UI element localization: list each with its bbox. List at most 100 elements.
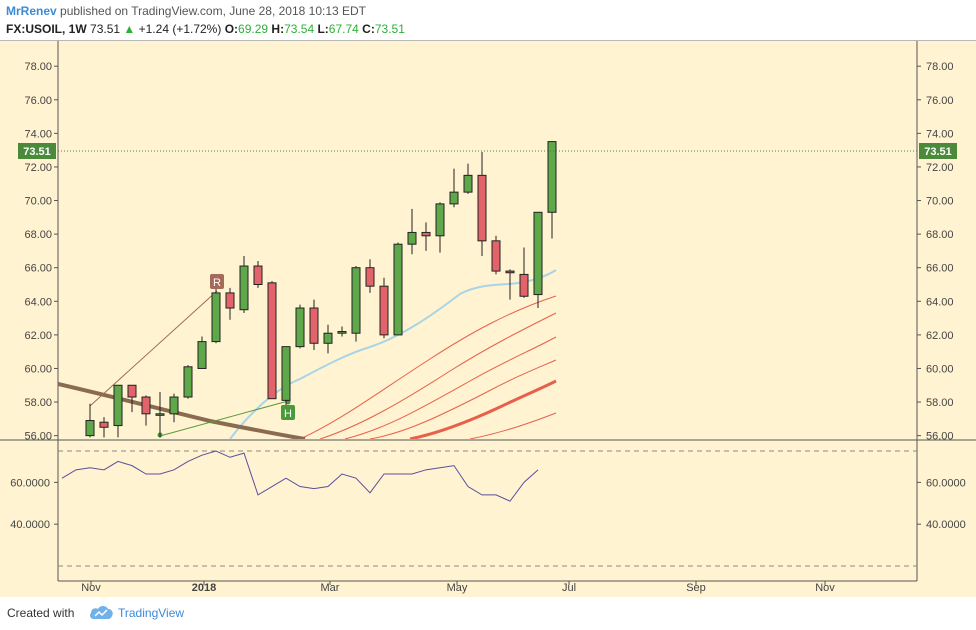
price-badge-left-text: 73.51: [23, 146, 51, 158]
chart-svg[interactable]: 78.00 78.00 76.00 76.00 74.00 74.00 72.00 72.00…: [0, 41, 976, 597]
y-tick-label-left: 60.00: [24, 363, 52, 375]
chart-header: MrRenev published on TradingView.com, Ju…: [0, 0, 976, 40]
x-tick-label: Mar: [321, 582, 340, 594]
y-tick-label-right: 66.00: [926, 263, 954, 275]
low-value: 67.74: [328, 22, 359, 36]
indicator-tick-label-right: 40.0000: [926, 519, 966, 531]
close-value: 73.51: [374, 22, 405, 36]
y-tick-label-left: 74.00: [24, 128, 52, 140]
y-tick-label-left: 58.00: [24, 397, 52, 409]
y-tick-label-right: 76.00: [926, 95, 954, 107]
x-tick-label: Jul: [562, 582, 576, 594]
y-tick-label-right: 62.00: [926, 330, 954, 342]
candle-bear: [309, 307, 319, 344]
candle-bear: [491, 240, 501, 272]
y-tick-label-left: 78.00: [24, 61, 52, 73]
y-tick-label-right: 78.00: [926, 61, 954, 73]
footer: Created with TradingView: [0, 597, 976, 630]
candle-bull: [155, 413, 165, 416]
candle-bull: [463, 174, 473, 193]
candle-bull: [337, 331, 347, 334]
tradingview-brand-link[interactable]: TradingView: [118, 606, 185, 620]
candle-bull: [435, 203, 445, 237]
candle-bull: [295, 307, 305, 348]
candle-bull: [169, 396, 179, 415]
price-badge-left: [18, 143, 56, 159]
ma-ribbon-1: [299, 295, 557, 439]
y-tick-label-right: 74.00: [926, 128, 954, 140]
candle-bull: [407, 231, 417, 245]
x-tick-label: Nov: [81, 582, 101, 594]
ohlc-legend: FX:USOIL, 1W 73.51 ▲ +1.24 (+1.72%) O:69…: [6, 22, 405, 36]
up-arrow-icon: ▲: [123, 22, 136, 36]
author-link[interactable]: MrRenev: [6, 4, 57, 18]
open-label: O:: [224, 22, 239, 36]
candle-bull: [239, 265, 249, 311]
candle-bear: [127, 384, 137, 398]
symbol-label[interactable]: FX:USOIL, 1W: [6, 22, 87, 36]
candle-bear: [225, 292, 235, 309]
y-tick-label-left: 56.00: [24, 431, 52, 443]
pattern-line-h: [159, 400, 289, 437]
candle-bull: [197, 341, 207, 369]
y-tick-label-left: 72.00: [24, 162, 52, 174]
candle-bear: [365, 267, 375, 287]
created-with-label: Created with: [7, 606, 75, 620]
y-tick-label-left: 62.00: [24, 330, 52, 342]
publish-text: published on TradingView.com, June 28, 2…: [60, 4, 367, 18]
candle-bear: [477, 174, 487, 242]
candle-bear: [99, 421, 109, 428]
candle-bull: [393, 243, 403, 336]
y-tick-label-right: 68.00: [926, 229, 954, 241]
price-badge-right: [919, 143, 957, 159]
candle-bear: [267, 282, 277, 400]
tradingview-cloud-icon: [90, 606, 113, 619]
marker-h-text: H: [284, 408, 292, 420]
indicator-line: [61, 450, 539, 502]
price-change: +1.24 (+1.72%): [138, 22, 222, 36]
candle-bull: [113, 384, 123, 427]
marker-r-text: R: [213, 277, 221, 289]
y-tick-label-left: 70.00: [24, 196, 52, 208]
candle-bull: [323, 332, 333, 344]
ma-brown: [58, 382, 306, 439]
candle-bear: [505, 270, 515, 274]
marker-h-badge[interactable]: [281, 405, 295, 420]
open-value: 69.29: [238, 22, 269, 36]
high-label: H:: [271, 22, 285, 36]
candle-bear: [421, 231, 431, 237]
y-tick-label-left: 68.00: [24, 229, 52, 241]
candle-bull: [449, 191, 459, 205]
ma-ribbon-thick: [409, 379, 557, 439]
y-tick-label-right: 56.00: [926, 431, 954, 443]
candle-bull: [211, 292, 221, 343]
chart-area[interactable]: 78.00 78.00 76.00 76.00 74.00 74.00 72.00 72.00…: [0, 40, 976, 598]
indicator-tick-label-left: 60.0000: [10, 477, 50, 489]
publish-info: MrRenev published on TradingView.com, Ju…: [6, 4, 366, 18]
marker-r-badge[interactable]: [210, 274, 224, 289]
candle-bull: [85, 420, 95, 437]
x-tick-label: Sep: [686, 582, 706, 594]
candle-bear: [141, 396, 151, 415]
x-tick-label: 2018: [192, 582, 216, 594]
close-label: C:: [362, 22, 375, 36]
candle-bear: [253, 265, 263, 286]
y-tick-label-right: 70.00: [926, 196, 954, 208]
ma-ribbon-2: [319, 312, 557, 439]
candle-bull: [533, 211, 543, 296]
candle-bull: [281, 346, 291, 401]
ma-ribbon-4: [369, 359, 557, 439]
y-tick-label-left: 64.00: [24, 296, 52, 308]
high-value: 73.54: [284, 22, 315, 36]
pattern-line-r: [89, 290, 218, 407]
last-price: 73.51: [90, 22, 121, 36]
candle-bull: [547, 141, 557, 213]
ma-light-blue: [229, 269, 557, 439]
y-tick-label-left: 76.00: [24, 95, 52, 107]
candle-bear: [519, 273, 529, 297]
indicator-tick-label-left: 40.0000: [10, 519, 50, 531]
y-tick-label-right: 60.00: [926, 363, 954, 375]
candle-bull: [351, 267, 361, 334]
low-label: L:: [317, 22, 329, 36]
indicator-tick-label-right: 60.0000: [926, 477, 966, 489]
